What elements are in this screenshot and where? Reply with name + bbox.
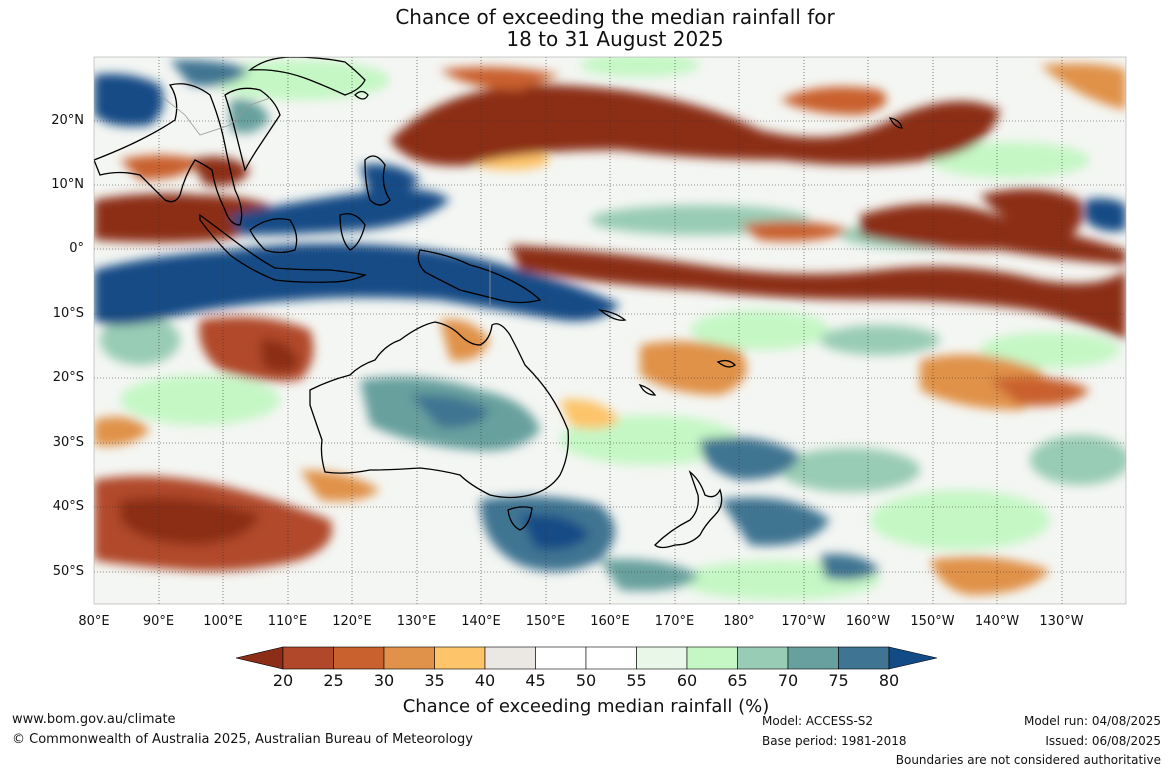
colorbar-cell bbox=[434, 646, 486, 670]
colorbar-tick-label: 75 bbox=[828, 671, 849, 690]
footer-disclaimer: Boundaries are not considered authoritat… bbox=[895, 753, 1161, 767]
latitude-label: 20°S bbox=[52, 370, 84, 385]
footer-base-period: Base period: 1981-2018 bbox=[762, 734, 907, 748]
rainfall-field bbox=[94, 57, 1126, 604]
colorbar-cell bbox=[636, 646, 688, 670]
coastlines bbox=[94, 57, 903, 549]
colorbar-cell bbox=[686, 646, 738, 670]
map-title-line1: Chance of exceeding the median rainfall … bbox=[395, 5, 835, 29]
graticule bbox=[94, 57, 1126, 604]
longitude-label: 160°W bbox=[845, 614, 891, 629]
latitude-label: 50°S bbox=[52, 564, 84, 579]
colorbar-tick-label: 30 bbox=[373, 671, 395, 690]
longitude-label: 180° bbox=[723, 614, 755, 629]
footer-issued: Issued: 06/08/2025 bbox=[1045, 734, 1161, 748]
longitude-label: 90°E bbox=[142, 614, 175, 629]
longitude-label: 140°E bbox=[461, 614, 501, 629]
footer-url: www.bom.gov.au/climate bbox=[12, 712, 176, 727]
longitude-label: 80°E bbox=[78, 614, 110, 629]
longitude-label: 140°W bbox=[974, 614, 1020, 629]
colorbar-tick-label: 65 bbox=[727, 671, 748, 690]
colorbar-tick-label: 20 bbox=[272, 671, 294, 690]
colorbar-tick-label: 45 bbox=[525, 671, 546, 690]
longitude-label: 150°W bbox=[910, 614, 955, 629]
colorbar-tick-label: 25 bbox=[323, 671, 344, 690]
colorbar-tick-label: 80 bbox=[878, 671, 900, 690]
colorbar-cell bbox=[484, 646, 536, 670]
colorbar-extend-low bbox=[235, 646, 284, 670]
footer-model: Model: ACCESS-S2 bbox=[762, 714, 874, 728]
colorbar-cell bbox=[282, 646, 334, 670]
longitude-label: 160°E bbox=[590, 614, 630, 629]
colorbar-cell bbox=[585, 646, 637, 670]
longitude-label: 170°E bbox=[654, 614, 695, 629]
colorbar-tick-label: 50 bbox=[575, 671, 597, 690]
longitude-label: 150°E bbox=[525, 614, 566, 629]
longitude-label: 120°E bbox=[332, 614, 372, 629]
latitude-label: 0° bbox=[69, 241, 84, 256]
colorbar-tick-label: 60 bbox=[676, 671, 698, 690]
map-title-line2: 18 to 31 August 2025 bbox=[506, 27, 724, 51]
colorbar-tick-label: 70 bbox=[777, 671, 799, 690]
colorbar-cell bbox=[333, 646, 385, 670]
colorbar-cell bbox=[787, 646, 839, 670]
footer-model-run: Model run: 04/08/2025 bbox=[1023, 714, 1161, 728]
colorbar-cell bbox=[838, 646, 890, 670]
longitude-label: 130°E bbox=[396, 614, 437, 629]
longitude-label: 130°W bbox=[1039, 614, 1084, 629]
colorbar-cell bbox=[737, 646, 789, 670]
latitude-label: 20°N bbox=[51, 113, 84, 128]
colorbar-tick-label: 35 bbox=[424, 671, 445, 690]
longitude-label: 170°W bbox=[781, 614, 826, 629]
colorbar-cell bbox=[383, 646, 435, 670]
latitude-label: 10°N bbox=[51, 177, 84, 192]
latitude-label: 30°S bbox=[52, 435, 84, 450]
longitude-label: 100°E bbox=[203, 614, 243, 629]
latitude-label: 40°S bbox=[52, 499, 84, 514]
colorbar-title: Chance of exceeding median rainfall (%) bbox=[402, 696, 770, 717]
colorbar-cell bbox=[535, 646, 587, 670]
footer-copyright: © Commonwealth of Australia 2025, Austra… bbox=[12, 732, 473, 747]
borders bbox=[159, 94, 491, 305]
latitude-label: 10°S bbox=[52, 306, 84, 321]
colorbar-tick-label: 55 bbox=[626, 671, 647, 690]
colorbar-tick-label: 40 bbox=[474, 671, 496, 690]
longitude-label: 110°E bbox=[267, 614, 308, 629]
colorbar-extend-high bbox=[888, 646, 938, 670]
colorbar bbox=[235, 646, 938, 670]
